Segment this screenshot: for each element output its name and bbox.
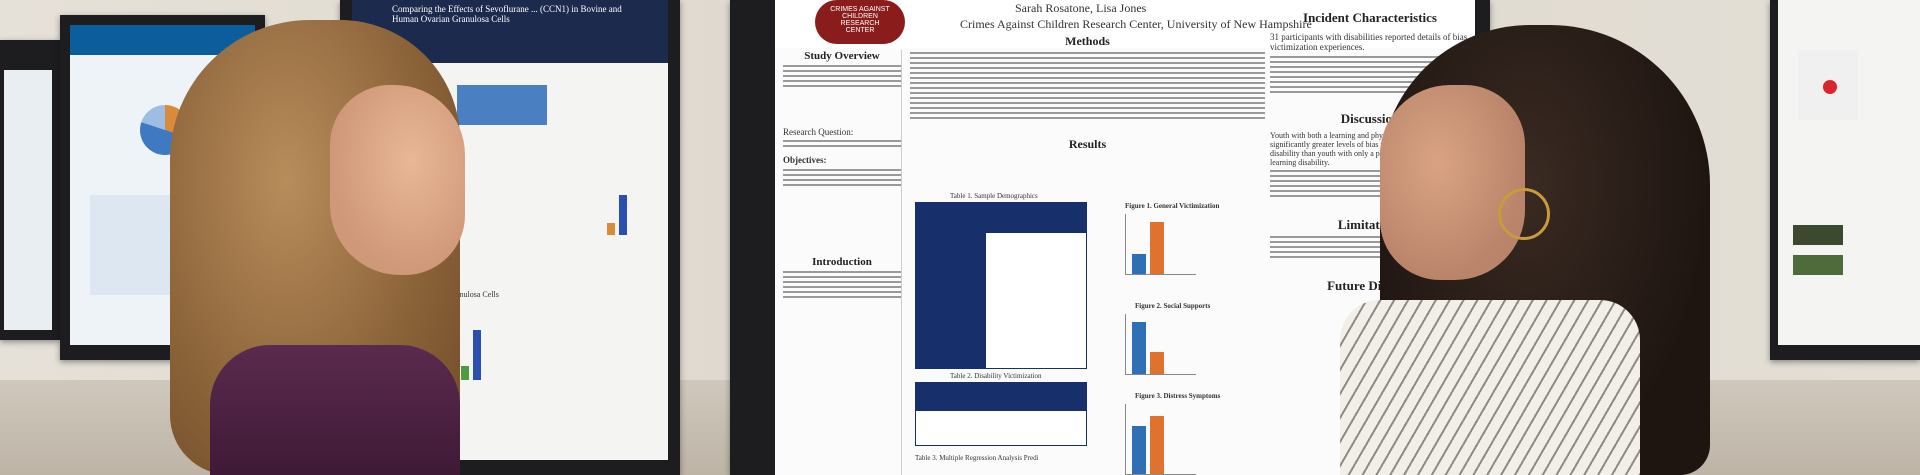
ccrc-logo: CRIMES AGAINST CHILDREN RESEARCH CENTER bbox=[815, 0, 905, 44]
person-right-face bbox=[1380, 85, 1525, 280]
poster-board-far-left bbox=[0, 40, 60, 340]
heading-objectives: Objectives: bbox=[783, 155, 827, 166]
figure1 bbox=[1125, 214, 1196, 275]
person-left-face bbox=[330, 85, 465, 275]
table1-title: Table 1. Sample Demographics bbox=[950, 192, 1038, 200]
person-left-shirt bbox=[210, 345, 460, 475]
middle-column: Methods Results Table 1. Sample Demograp… bbox=[910, 34, 1265, 475]
poster-left-title: Comparing the Effects of Sevoflurane ...… bbox=[392, 4, 622, 25]
table3-title: Table 3. Multiple Regression Analysis Pr… bbox=[915, 454, 1039, 462]
figure3 bbox=[1125, 404, 1196, 475]
right-column: Incident Characteristics 31 participants… bbox=[1270, 10, 1470, 475]
figure3-title: Figure 3. Distress Symptoms bbox=[1135, 392, 1221, 400]
poster-board-right bbox=[1770, 0, 1920, 360]
table2 bbox=[915, 382, 1087, 446]
figure2-title: Figure 2. Social Supports bbox=[1135, 302, 1211, 310]
person-right-shirt bbox=[1340, 300, 1640, 475]
heading-introduction: Introduction bbox=[812, 255, 872, 268]
poster-authors: Sarah Rosatone, Lisa Jones bbox=[1015, 1, 1147, 15]
poster-affiliation: Crimes Against Children Research Center,… bbox=[960, 17, 1312, 31]
heading-incident-characteristics: Incident Characteristics bbox=[1303, 10, 1437, 25]
discussion-lead: Youth with both a learning and physical … bbox=[1270, 130, 1467, 168]
poster-bias-victimization: CRIMES AGAINST CHILDREN RESEARCH CENTER … bbox=[775, 0, 1475, 475]
heading-methods: Methods bbox=[1065, 34, 1110, 48]
table1 bbox=[915, 202, 1087, 369]
table2-title: Table 2. Disability Victimization bbox=[950, 372, 1042, 380]
heading-study-overview: Study Overview bbox=[804, 50, 880, 62]
figure2 bbox=[1125, 314, 1196, 375]
ccrc-logo-text: CRIMES AGAINST CHILDREN RESEARCH CENTER bbox=[830, 6, 890, 34]
poster-left-heading: Human Granulosa Cells bbox=[422, 290, 499, 299]
heading-results: Results bbox=[1068, 137, 1107, 151]
poster-spectroscopy bbox=[1778, 0, 1920, 345]
heading-research-question: Research Question: bbox=[783, 127, 854, 137]
incident-lead: 31 participants with disabilities report… bbox=[1270, 32, 1468, 53]
left-column: Study Overview Research Question: Object… bbox=[783, 50, 902, 475]
figure1-title: Figure 1. General Victimization bbox=[1125, 202, 1220, 210]
earring bbox=[1498, 188, 1550, 240]
heading-discussion: Discussion bbox=[1340, 110, 1400, 126]
